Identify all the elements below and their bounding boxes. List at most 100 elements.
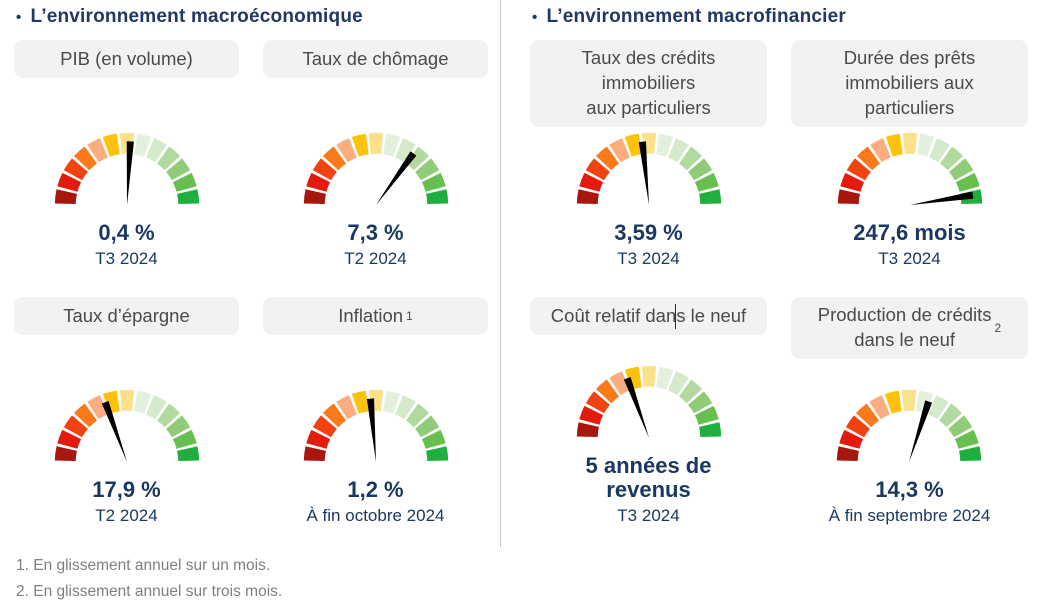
section-title-text: L’environnement macrofinancier [546, 6, 846, 27]
section-title-macroeconomique: • L’environnement macroéconomique [14, 6, 488, 28]
gauge-segment [837, 189, 860, 205]
gauge-segment [885, 133, 903, 158]
gauge-chart [54, 133, 199, 206]
gauge-segment [698, 189, 721, 205]
gauge-segment [959, 446, 982, 462]
gauge-segment [576, 189, 599, 205]
gauge-segment [578, 173, 603, 193]
metric-label-pill: Taux d’épargne [14, 297, 239, 335]
gauge-segment [608, 138, 630, 163]
gauge-needle [623, 376, 649, 438]
gauge-block: 7,3 % T2 2024 [300, 127, 452, 269]
gauge-segment [939, 146, 963, 171]
gauge-chart [837, 133, 982, 206]
footnote-marker: 1 [406, 308, 413, 323]
gauge-segment [394, 138, 416, 163]
gauge-segment [133, 390, 151, 415]
gauge-card: Production de crédits dans le neuf 2 14,3 … [791, 297, 1028, 526]
gauge-segment [335, 138, 357, 163]
gauge-needle [638, 141, 649, 206]
gauge-segment [382, 390, 400, 415]
gauge-needle [126, 141, 134, 206]
gauge-segment [585, 158, 610, 181]
bullet-icon: • [532, 9, 538, 26]
gauge-card: Taux de chômage 7,3 % T2 2024 [263, 40, 488, 269]
gauge-segment [885, 390, 903, 415]
gauge-segment [687, 391, 712, 414]
gauge-segment [322, 146, 346, 171]
metric-period: À fin septembre 2024 [828, 506, 991, 525]
gauge-block: 3,59 % T3 2024 [573, 127, 725, 269]
gauge-chart [837, 390, 982, 463]
gauge-segment [73, 403, 97, 428]
gauge-card: Taux des crédits immobiliers aux particu… [530, 40, 767, 269]
gauge-block: 247,6 mois T3 2024 [834, 127, 986, 269]
gauge-segment [312, 415, 337, 438]
gauge-segment [678, 379, 702, 403]
gauge-card: Coût relatif dans le neuf 5 années de rev… [530, 297, 767, 526]
gauge-segment [585, 391, 610, 414]
gauge-segment [916, 390, 934, 415]
gauge-segment [856, 146, 880, 171]
metric-value: 7,3 % [347, 220, 404, 246]
gauge-segment [928, 395, 950, 420]
metric-period: T3 2024 [95, 249, 158, 268]
gauge-segment [156, 403, 180, 428]
section-title-text: L’environnement macroéconomique [30, 6, 363, 27]
metric-label: Taux d’épargne [63, 304, 190, 326]
gauge-chart [303, 133, 448, 206]
gauge-segment [145, 138, 167, 163]
text-cursor [674, 304, 677, 329]
gauge-segment [576, 421, 599, 437]
bullet-icon: • [16, 9, 22, 26]
gauge-segment [414, 415, 439, 438]
gauge-segment [145, 395, 167, 420]
gauge-segment [948, 415, 973, 438]
gauge-needle [366, 398, 376, 463]
gauge-segment [655, 133, 673, 158]
gauge-segment [102, 133, 120, 158]
gauge-card: Taux d’épargne 17,9 % T2 2024 [14, 297, 239, 526]
gauge-segment [928, 138, 950, 163]
gauge-segment [165, 158, 190, 181]
gauge-segment [54, 189, 77, 205]
gauge-segment [63, 158, 88, 181]
gauge-segment [156, 146, 180, 171]
gauge-chart [576, 133, 721, 206]
gauge-segment [837, 446, 860, 462]
gauge-segment [394, 395, 416, 420]
gauge-segment [305, 430, 330, 450]
gauge-segment [102, 390, 120, 415]
gauge-segment [578, 405, 603, 425]
footnote-marker: 2 [994, 320, 1002, 335]
gauge-segment [955, 430, 980, 450]
gauge-segment [176, 189, 199, 205]
gauge-segment [172, 430, 197, 450]
gauge-segment [839, 173, 864, 193]
metric-label: Production de crédits dans le neuf [817, 304, 992, 350]
gauge-card: PIB (en volume) 0,4 % T3 2024 [14, 40, 239, 269]
metric-value: 5 années de revenus [585, 452, 712, 503]
metric-value: 17,9 % [92, 477, 161, 503]
gauge-card: Durée des prêts immobiliers aux particul… [791, 40, 1028, 269]
metric-value: 247,6 mois [853, 220, 966, 246]
metric-label: PIB (en volume) [60, 47, 193, 69]
footnotes: 1. En glissement annuel sur un mois. 2. … [16, 553, 282, 605]
gauge-chart [303, 390, 448, 463]
gauge-segment [73, 146, 97, 171]
gauge-chart [54, 390, 199, 463]
gauge-segment [641, 365, 656, 387]
gauge-segment [687, 158, 712, 181]
metric-label-pill: Inflation 1 [263, 297, 488, 335]
gauge-segment [176, 446, 199, 462]
gauge-needle [375, 151, 416, 206]
gauge-segment [698, 421, 721, 437]
metric-label-pill: Taux de chômage [263, 40, 488, 78]
gauge-segment [56, 430, 81, 450]
gauge-grid-left: PIB (en volume) 0,4 % T3 2024 Taux de chôma… [14, 40, 488, 526]
gauge-segment [667, 138, 689, 163]
gauge-block: 0,4 % T3 2024 [51, 127, 203, 269]
gauge-block: 5 années de revenus T3 2024 [551, 360, 746, 526]
gauge-needle [909, 400, 933, 463]
gauge-block: 14,3 % À fin septembre 2024 [828, 384, 991, 526]
